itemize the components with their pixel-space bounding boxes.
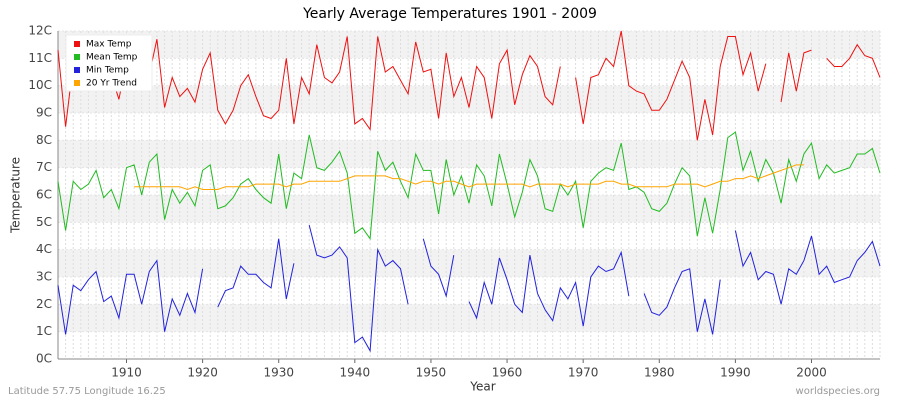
y-tick-label: 6C: [36, 188, 52, 202]
y-tick-label: 12C: [28, 24, 52, 38]
x-tick-label: 1930: [263, 366, 294, 380]
x-tick-label: 1980: [644, 366, 675, 380]
x-tick-label: 1940: [340, 366, 371, 380]
x-tick-label: 1970: [568, 366, 599, 380]
legend-label: Max Temp: [86, 40, 132, 50]
series-line: [134, 164, 804, 191]
y-axis-label: Temperature: [9, 157, 23, 234]
y-tick-label: 8C: [36, 133, 52, 147]
footer-source: worldspecies.org: [796, 386, 880, 397]
legend-box: [65, 34, 153, 92]
y-tick-label: 1C: [36, 324, 52, 338]
legend: Max Temp Mean Temp Min Temp 20 Yr Trend: [65, 34, 153, 92]
x-tick-label: 1990: [720, 366, 751, 380]
legend-swatch: [74, 80, 80, 86]
y-tick-label: 0C: [36, 352, 52, 366]
y-tick-label: 11C: [28, 51, 52, 65]
x-tick-label: 2000: [796, 366, 827, 380]
x-tick-label: 1950: [416, 366, 447, 380]
x-tick-label: 1920: [187, 366, 218, 380]
legend-swatch: [74, 67, 80, 73]
x-tick-label: 1960: [492, 366, 523, 380]
series-line: [57, 30, 881, 141]
footer-location: Latitude 57.75 Longitude 16.25: [8, 386, 166, 397]
y-tick-label: 7C: [36, 160, 52, 174]
series-line: [57, 224, 881, 353]
chart-title: Yearly Average Temperatures 1901 - 2009: [302, 6, 597, 22]
legend-swatch: [74, 54, 80, 60]
legend-label: 20 Yr Trend: [86, 79, 137, 89]
y-tick-label: 4C: [36, 242, 52, 256]
y-tick-label: 10C: [28, 78, 52, 92]
legend-label: Mean Temp: [86, 53, 138, 63]
x-tick-label: 1910: [111, 366, 142, 380]
x-axis-label: Year: [469, 380, 495, 394]
legend-label: Min Temp: [86, 66, 129, 76]
y-tick-label: 5C: [36, 215, 52, 229]
series-line: [57, 131, 881, 241]
y-tick-label: 3C: [36, 270, 52, 284]
legend-swatch: [74, 41, 80, 47]
y-tick-label: 9C: [36, 106, 52, 120]
y-tick-label: 2C: [36, 297, 52, 311]
